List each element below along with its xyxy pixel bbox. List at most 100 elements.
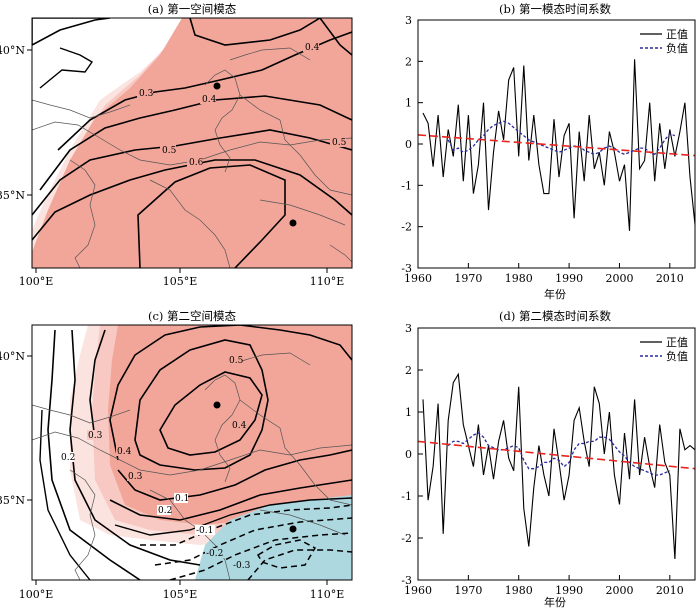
contour-line — [319, 18, 352, 56]
x-tick-label: 1960 — [404, 584, 432, 597]
x-tick-label: 105°E — [163, 588, 198, 601]
x-tick-label: 110°E — [310, 588, 345, 601]
contour-fill-negative — [195, 495, 352, 580]
contour-label: 0.3 — [139, 89, 154, 99]
series-line-negative — [447, 432, 671, 476]
plot-frame — [417, 19, 696, 269]
y-tick-label: 35°N — [0, 189, 25, 202]
contour-label: 0.1 — [175, 494, 189, 504]
x-tick-label: 2000 — [605, 272, 633, 285]
x-tick-label: 100°E — [19, 588, 54, 601]
y-tick-label: 0 — [405, 448, 412, 461]
contour-label: -0.1 — [196, 526, 213, 536]
panel-c-frame — [31, 324, 353, 581]
contour-labels: 0.5 0.3 0.4 0.4 0.3 0.2 0.2 0.1 -0.1 -0.… — [60, 355, 252, 571]
contour-line — [114, 497, 352, 536]
x-tick-label: 105°E — [163, 275, 198, 288]
contour-line — [39, 95, 352, 191]
panel-a-map: (a) 第一空间模态 — [0, 2, 353, 288]
plot-frame — [417, 327, 696, 581]
panel-d-xlabel: 年份 — [544, 595, 566, 609]
y-tick-label: 40°N — [0, 350, 25, 363]
y-tick-label: -3 — [401, 262, 412, 275]
x-tick-label: 2010 — [656, 272, 684, 285]
legend-positive: 正值 — [666, 336, 688, 349]
contour-label: 0.4 — [202, 95, 217, 105]
contour-label: 0.6 — [189, 158, 204, 168]
contour-label: 0.4 — [305, 43, 320, 53]
contour-label: 0.5 — [229, 356, 244, 366]
contour-line — [39, 409, 91, 580]
contour-line — [47, 329, 141, 580]
contour-line — [137, 164, 286, 268]
contour-line — [89, 329, 106, 441]
y-tick-label: 40°N — [0, 44, 25, 57]
y-tick-label: -3 — [401, 574, 412, 587]
station-marker — [289, 525, 297, 533]
panel-b-legend: 正值 负值 — [640, 28, 688, 55]
series-line-positive — [422, 59, 696, 231]
contour-labels: 0.3 0.4 0.4 0.5 0.5 0.6 — [137, 42, 347, 168]
contour-label: 0.2 — [158, 506, 172, 516]
station-marker — [213, 401, 221, 409]
panel-c-ticks — [27, 355, 328, 585]
x-tick-label: 1990 — [555, 584, 583, 597]
y-tick-label: 3 — [405, 14, 412, 27]
panel-d-title: (d) 第二模态时间系数 — [499, 309, 611, 323]
contour-line — [159, 371, 263, 456]
y-tick-label: 2 — [405, 364, 412, 377]
x-tick-label: 1980 — [505, 584, 533, 597]
x-tick-label: 110°E — [310, 275, 345, 288]
y-tick-label: -2 — [401, 532, 412, 545]
contour-line — [189, 18, 321, 46]
panel-c-title: (c) 第二空间模态 — [148, 309, 237, 323]
province-borders — [32, 47, 352, 268]
y-tick-label: 1 — [405, 406, 412, 419]
panel-b-xlabel: 年份 — [544, 287, 566, 301]
panel-b-title: (b) 第一模态时间系数 — [499, 2, 611, 16]
contour-line — [134, 339, 269, 471]
contour-label: -0.2 — [206, 549, 223, 559]
panel-b-timeseries: (b) 第一模态时间系数 1960 1970 1980 1990 2000 2010 -3 -… — [401, 2, 696, 301]
x-tick-label: 2010 — [656, 584, 684, 597]
contour-label: -0.3 — [233, 561, 251, 571]
panel-a-frame — [31, 17, 353, 269]
panel-d-timeseries: (d) 第二模态时间系数 1960 1970 1980 1990 2000 2010 -3 -… — [401, 309, 696, 609]
legend-negative: 负值 — [666, 41, 688, 55]
y-tick-label: 3 — [405, 322, 412, 335]
contour-label: 0.5 — [332, 138, 347, 148]
y-tick-label: 0 — [405, 138, 412, 151]
contour-label: 0.3 — [88, 431, 103, 441]
y-tick-label: -1 — [401, 490, 412, 503]
y-tick-label: -2 — [401, 221, 412, 234]
contour-line — [69, 329, 201, 566]
x-tick-label: 1990 — [555, 272, 583, 285]
panel-d-legend: 正值 负值 — [640, 336, 688, 363]
station-marker — [289, 219, 297, 227]
series-line-negative — [447, 120, 676, 156]
legend-positive: 正值 — [666, 28, 688, 41]
panel-c-map: (c) 第二空间模态 — [0, 309, 353, 601]
contour-line — [109, 479, 352, 521]
x-tick-label: 1980 — [505, 272, 533, 285]
contour-label: 0.3 — [128, 472, 143, 482]
x-tick-label: 1960 — [404, 272, 432, 285]
y-tick-label: 35°N — [0, 494, 25, 507]
y-tick-label: 2 — [405, 55, 412, 68]
trend-line — [417, 134, 696, 157]
y-tick-label: 1 — [405, 97, 412, 110]
panel-a-ticks — [27, 49, 328, 273]
y-tick-label: -1 — [401, 179, 412, 192]
series-line-positive — [422, 372, 696, 560]
x-tick-label: 1970 — [454, 584, 482, 597]
panel-a-title: (a) 第一空间模态 — [148, 2, 237, 16]
x-tick-label: 100°E — [19, 275, 54, 288]
trend-line — [417, 440, 696, 470]
contour-line — [109, 325, 352, 461]
x-tick-label: 2000 — [605, 584, 633, 597]
contour-label: 0.4 — [117, 447, 132, 457]
contour-label: 0.4 — [232, 421, 247, 431]
contour-label: 0.2 — [61, 453, 75, 463]
station-marker — [213, 82, 221, 90]
